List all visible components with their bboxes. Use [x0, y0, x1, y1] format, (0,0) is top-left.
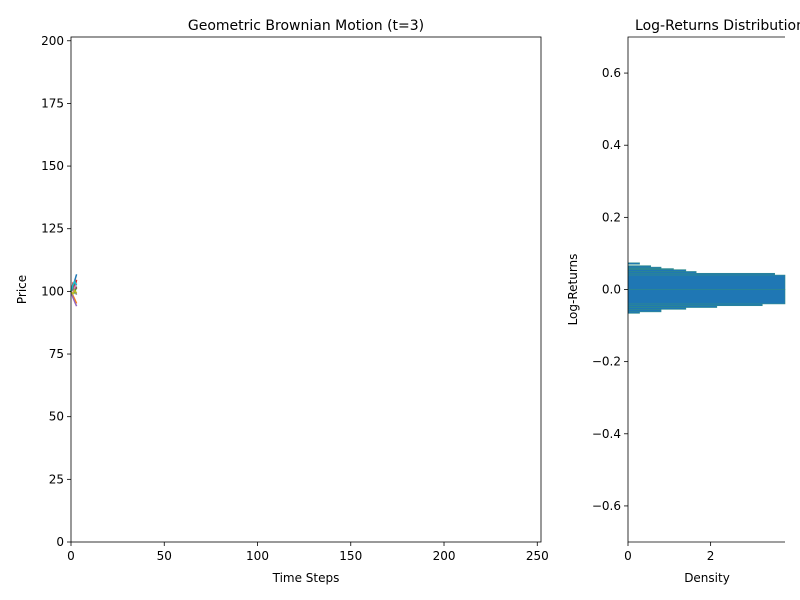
log-returns-x-tick-label: 2 [707, 549, 715, 563]
log-returns-y-tick-label: 0.6 [602, 66, 621, 80]
gbm-x-tick-label: 50 [157, 549, 172, 563]
gbm-x-tick-label: 100 [246, 549, 269, 563]
log-returns-x-tick-label: 0 [624, 549, 632, 563]
log-returns-y-tick-label: −0.4 [592, 427, 621, 441]
gbm-series-line-9 [70, 288, 78, 296]
gbm-y-tick-label: 150 [41, 159, 64, 173]
gbm-series-line-10 [70, 280, 78, 292]
gbm-x-axis-label: Time Steps [272, 571, 340, 585]
gbm-x-tick-label: 200 [433, 549, 456, 563]
gbm-y-tick-label: 0 [56, 535, 64, 549]
gbm-x-tick-label: 250 [526, 549, 549, 563]
gbm-x-tick-label: 0 [67, 549, 75, 563]
log-returns-histogram-bar [628, 309, 662, 313]
gbm-series-line-5 [70, 291, 78, 307]
log-returns-y-tick-label: −0.6 [592, 499, 621, 513]
log-returns-y-tick-label: 0.2 [602, 210, 621, 224]
log-returns-y-tick-label: 0.4 [602, 138, 621, 152]
log-returns-histogram-bar [628, 311, 640, 314]
log-returns-panel: Log-Returns Distribution 0 2 0.6 0.4 0.2 0.0 −… [566, 18, 800, 585]
gbm-y-tick-label: 25 [49, 472, 64, 486]
gbm-y-axis-label: Price [15, 275, 29, 304]
gbm-price-panel: Geometric Brownian Motion (t=3) 0 50 100 15… [15, 18, 549, 585]
gbm-ticks-group: 0 50 100 150 200 250 0 25 50 75 100 125 150 175 200 [41, 34, 549, 563]
log-returns-bars-group [628, 262, 786, 314]
gbm-y-tick-label: 75 [49, 347, 64, 361]
gbm-chart-title: Geometric Brownian Motion (t=3) [188, 18, 424, 34]
gbm-y-tick-label: 200 [41, 34, 64, 48]
log-returns-chart-title: Log-Returns Distribution [635, 18, 800, 34]
gbm-y-tick-label: 175 [41, 96, 64, 110]
log-returns-histogram-bar [628, 262, 640, 265]
log-returns-histogram-bar [628, 289, 786, 305]
log-returns-histogram-bar [628, 274, 786, 290]
gbm-axes-frame [70, 36, 542, 543]
gbm-y-tick-label: 50 [49, 410, 64, 424]
gbm-y-tick-label: 125 [41, 222, 64, 236]
log-returns-ticks-group: 0 2 0.6 0.4 0.2 0.0 −0.2 −0.4 −0.6 [592, 66, 715, 563]
gbm-x-tick-label: 150 [339, 549, 362, 563]
log-returns-y-axis-label: Log-Returns [566, 254, 580, 326]
log-returns-axes-frame [627, 36, 785, 543]
log-returns-y-tick-label: 0.0 [602, 283, 621, 297]
log-returns-x-axis-label: Density [684, 571, 730, 585]
gbm-y-tick-label: 100 [41, 284, 64, 298]
gbm-series-group [70, 274, 78, 307]
log-returns-y-tick-label: −0.2 [592, 355, 621, 369]
